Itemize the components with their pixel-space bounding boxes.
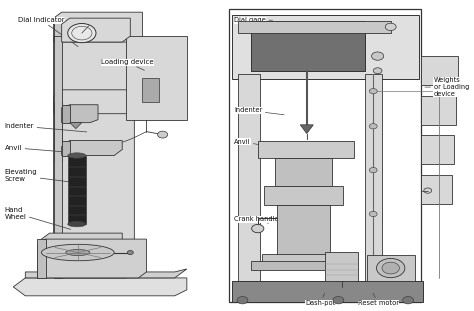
- Circle shape: [252, 225, 264, 233]
- Bar: [54, 36, 62, 278]
- Text: Indenter: Indenter: [234, 107, 284, 115]
- Circle shape: [382, 262, 400, 274]
- Bar: [365, 74, 382, 287]
- Polygon shape: [300, 125, 313, 134]
- Bar: [238, 21, 391, 33]
- Text: Reset motor: Reset motor: [358, 293, 399, 306]
- Bar: [238, 74, 260, 287]
- Bar: [421, 56, 458, 85]
- Bar: [232, 15, 419, 80]
- Bar: [258, 141, 354, 158]
- Circle shape: [373, 68, 382, 74]
- Bar: [421, 135, 454, 164]
- Polygon shape: [54, 30, 134, 278]
- Bar: [367, 255, 415, 281]
- Circle shape: [369, 211, 377, 217]
- Polygon shape: [13, 278, 187, 296]
- Bar: [275, 158, 332, 186]
- Polygon shape: [25, 269, 187, 278]
- Circle shape: [157, 131, 168, 138]
- Polygon shape: [54, 102, 62, 161]
- Text: Hand
Wheel: Hand Wheel: [5, 207, 71, 229]
- Text: Crank handle: Crank handle: [234, 216, 279, 223]
- Text: Anvil: Anvil: [5, 145, 87, 154]
- Text: Dial gage: Dial gage: [234, 17, 273, 23]
- Bar: [421, 174, 452, 204]
- Polygon shape: [54, 12, 142, 42]
- Polygon shape: [62, 18, 130, 42]
- Bar: [142, 78, 159, 102]
- Bar: [232, 281, 423, 302]
- Bar: [229, 9, 421, 302]
- Polygon shape: [54, 18, 62, 42]
- Ellipse shape: [68, 221, 86, 227]
- Text: Weights
or Loading
device: Weights or Loading device: [425, 77, 469, 97]
- Polygon shape: [54, 90, 142, 114]
- Circle shape: [333, 296, 344, 304]
- Circle shape: [424, 188, 432, 193]
- Text: Indenter: Indenter: [5, 123, 87, 132]
- Circle shape: [376, 258, 405, 278]
- Bar: [68, 156, 86, 224]
- Text: Elevating
Screw: Elevating Screw: [5, 169, 80, 183]
- Text: Dash-pot: Dash-pot: [305, 293, 336, 306]
- Polygon shape: [62, 141, 122, 156]
- Circle shape: [68, 24, 96, 43]
- Bar: [251, 21, 365, 71]
- Bar: [126, 36, 187, 120]
- Circle shape: [372, 52, 384, 60]
- Circle shape: [237, 296, 248, 304]
- Polygon shape: [42, 233, 122, 257]
- Circle shape: [128, 250, 133, 255]
- Bar: [421, 95, 456, 125]
- Bar: [262, 254, 345, 262]
- Bar: [325, 252, 358, 281]
- Circle shape: [369, 167, 377, 173]
- Bar: [277, 205, 330, 255]
- Bar: [264, 186, 343, 205]
- Polygon shape: [62, 105, 70, 123]
- Polygon shape: [62, 141, 70, 156]
- Text: Dial Indicator: Dial Indicator: [18, 17, 78, 47]
- Ellipse shape: [42, 244, 114, 261]
- Bar: [251, 261, 356, 270]
- Ellipse shape: [68, 153, 86, 158]
- Circle shape: [369, 89, 377, 94]
- Text: Anvil: Anvil: [234, 138, 273, 147]
- Circle shape: [385, 23, 396, 30]
- Circle shape: [369, 123, 377, 129]
- Polygon shape: [37, 239, 46, 278]
- Polygon shape: [70, 123, 82, 129]
- Text: Loading device: Loading device: [101, 59, 154, 70]
- Circle shape: [403, 296, 414, 304]
- Polygon shape: [37, 239, 146, 278]
- Ellipse shape: [66, 249, 90, 256]
- Polygon shape: [62, 105, 98, 123]
